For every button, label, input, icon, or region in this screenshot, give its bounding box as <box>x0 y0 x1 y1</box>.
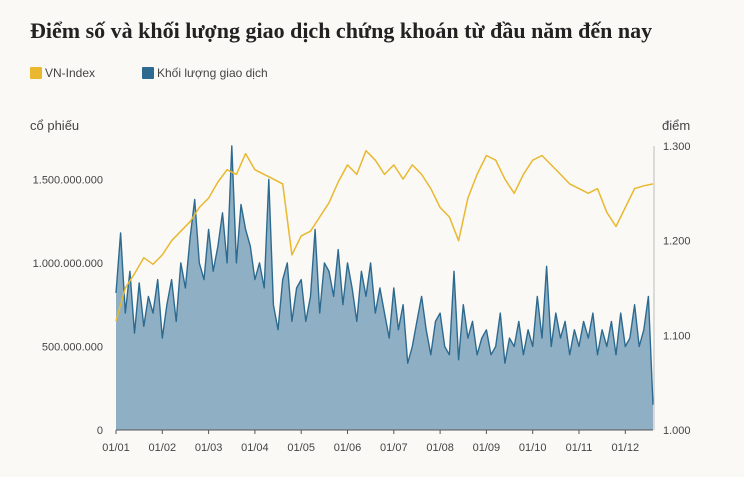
legend-swatch-vnindex <box>30 67 42 79</box>
x-tick-label: 01/07 <box>380 442 408 454</box>
legend-label-volume: Khối lượng giao dịch <box>157 66 268 80</box>
x-tick-label: 01/09 <box>473 442 501 454</box>
left-tick-label: 0 <box>97 425 103 437</box>
volume-area <box>116 146 653 430</box>
volume-line <box>115 145 654 405</box>
chart-title: Điểm số và khối lượng giao dịch chứng kh… <box>30 18 653 43</box>
right-axis-label: điểm <box>662 118 691 133</box>
vnindex-line <box>115 149 654 322</box>
left-tick-label: 1.500.000.000 <box>33 174 103 186</box>
x-tick-label: 01/05 <box>287 442 315 454</box>
left-tick-label: 1.000.000.000 <box>33 258 103 270</box>
left-axis-label: cổ phiếu <box>30 118 80 133</box>
x-tick-label: 01/08 <box>426 442 454 454</box>
legend-label-vnindex: VN-Index <box>45 66 96 80</box>
right-tick-label: 1.000 <box>663 425 691 437</box>
x-tick-label: 01/04 <box>241 442 269 454</box>
x-tick-label: 01/02 <box>149 442 177 454</box>
legend-item-volume: Khối lượng giao dịch <box>142 66 268 80</box>
left-tick-label: 500.000.000 <box>42 341 103 353</box>
right-tick-label: 1.100 <box>663 330 691 342</box>
legend-swatch-volume <box>142 67 154 79</box>
legend-item-vnindex: VN-Index <box>30 66 95 80</box>
x-tick-label: 01/01 <box>102 442 130 454</box>
right-tick-label: 1.300 <box>663 141 691 153</box>
x-tick-label: 01/12 <box>612 442 640 454</box>
x-tick-label: 01/11 <box>566 442 593 454</box>
right-tick-label: 1.200 <box>663 236 691 248</box>
x-tick-label: 01/03 <box>195 442 223 454</box>
x-tick-label: 01/06 <box>334 442 362 454</box>
x-tick-label: 01/10 <box>519 442 547 454</box>
